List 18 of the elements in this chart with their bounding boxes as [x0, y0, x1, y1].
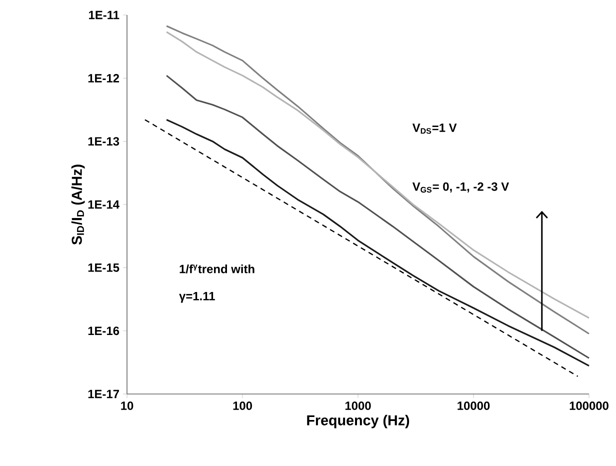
annotation: γ=1.11 — [179, 292, 215, 303]
annotation: 1/f$^{γ}$trend with — [180, 264, 254, 274]
x-tick-label: 100000 — [570, 402, 608, 410]
x-tick-label: 1000 — [345, 402, 371, 410]
y-tick-label: 1E-16 — [88, 326, 120, 336]
annotation: V$_{DS}$=1 V — [412, 124, 457, 134]
y-tick-label: 1E-12 — [88, 74, 120, 82]
y-axis-title: S$_{ID}$/I$_{D}$ (A/Hz) — [71, 164, 85, 245]
annotation: V$_{GS}$= 0, -1, -2 -3 V — [412, 182, 509, 193]
y-tick-label: 1E-17 — [88, 390, 119, 398]
y-tick-label: 1E-11 — [89, 10, 120, 20]
y-tick-label: 1E-15 — [88, 264, 120, 272]
y-tick-label: 1E-13 — [88, 137, 120, 146]
x-tick-label: 10000 — [458, 402, 490, 410]
x-axis-title: Frequency (Hz) — [307, 414, 410, 428]
x-tick-label: 100 — [233, 402, 252, 410]
x-tick-label: 10 — [121, 402, 134, 410]
y-tick-label: 1E-14 — [88, 200, 120, 209]
